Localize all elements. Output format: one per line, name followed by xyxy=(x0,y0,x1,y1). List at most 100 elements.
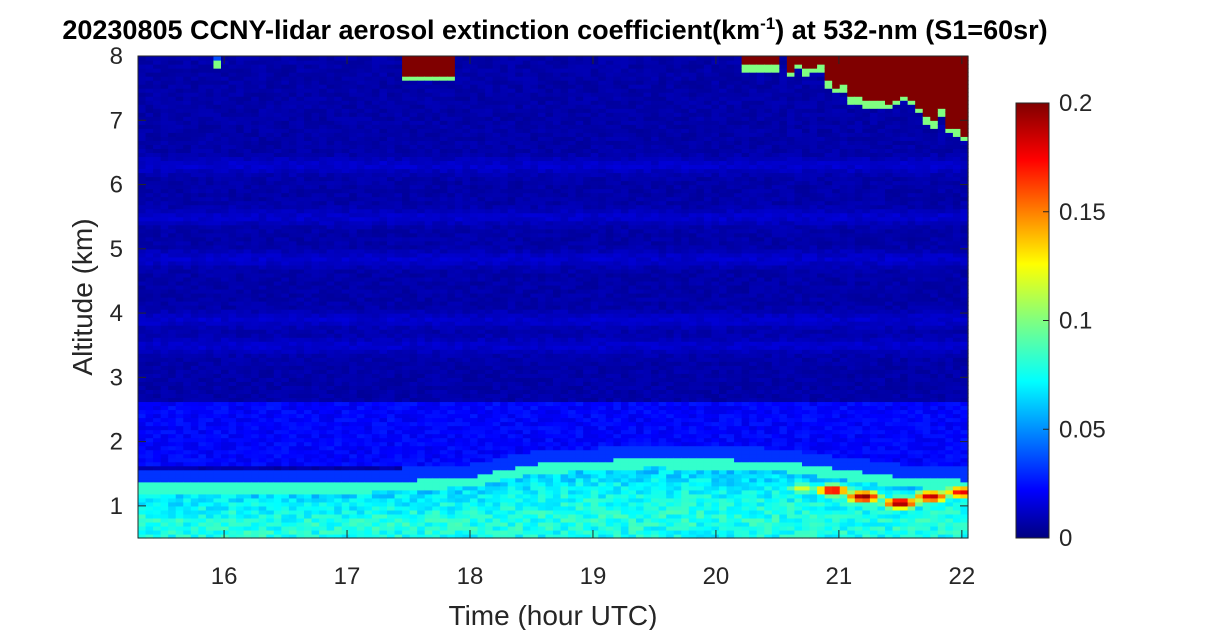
heatmap-cell xyxy=(409,345,418,350)
heatmap-cell xyxy=(198,489,207,495)
heatmap-cell xyxy=(371,437,381,443)
heatmap-cell xyxy=(334,192,343,198)
heatmap-cell xyxy=(168,248,177,254)
heatmap-cell xyxy=(319,433,328,439)
heatmap-cell xyxy=(432,112,441,117)
heatmap-cell xyxy=(296,72,305,77)
heatmap-cell xyxy=(153,373,162,378)
heatmap-cell xyxy=(236,477,245,483)
heatmap-cell xyxy=(304,377,313,382)
heatmap-cell xyxy=(424,337,433,342)
heatmap-cell xyxy=(326,521,335,527)
heatmap-cell xyxy=(266,72,275,77)
heatmap-cell xyxy=(439,188,448,194)
heatmap-cell xyxy=(334,425,343,431)
heatmap-cell xyxy=(251,248,260,254)
heatmap-cell xyxy=(334,309,343,314)
heatmap-cell xyxy=(281,369,290,374)
heatmap-cell xyxy=(160,529,169,535)
heatmap-cell xyxy=(153,305,162,310)
heatmap-cell xyxy=(138,489,147,495)
heatmap-cell xyxy=(379,196,388,202)
heatmap-cell xyxy=(326,313,335,318)
heatmap-cell xyxy=(304,64,313,69)
heatmap-cell xyxy=(138,369,147,374)
heatmap-cell xyxy=(251,321,260,326)
heatmap-cell xyxy=(311,361,320,366)
heatmap-cell xyxy=(138,453,147,459)
heatmap-cell xyxy=(311,224,320,230)
heatmap-cell xyxy=(417,100,426,105)
heatmap-cell xyxy=(213,349,222,354)
heatmap-cell xyxy=(205,317,215,322)
heatmap-cell xyxy=(198,92,207,97)
heatmap-cell xyxy=(409,56,418,61)
heatmap-cell xyxy=(266,377,275,382)
heatmap-cell xyxy=(236,529,245,535)
heatmap-cell xyxy=(213,529,222,535)
heatmap-cell xyxy=(394,497,403,503)
heatmap-cell xyxy=(371,445,381,451)
heatmap-cell xyxy=(364,224,373,230)
heatmap-cell xyxy=(258,124,267,129)
heatmap-cell xyxy=(138,212,147,218)
heatmap-cell xyxy=(266,533,275,539)
heatmap-cell xyxy=(228,321,237,326)
heatmap-cell xyxy=(402,437,411,443)
heatmap-cell xyxy=(273,337,282,342)
heatmap-cell xyxy=(145,437,154,443)
heatmap-cell xyxy=(145,497,154,503)
heatmap-cell xyxy=(190,421,199,427)
heatmap-cell xyxy=(221,248,230,254)
heatmap-cell xyxy=(221,369,230,374)
heatmap-cell xyxy=(153,437,162,443)
heatmap-cell xyxy=(251,156,260,162)
heatmap-cell xyxy=(243,401,252,407)
heatmap-cell xyxy=(273,517,282,523)
heatmap-cell xyxy=(349,232,358,238)
heatmap-cell xyxy=(311,252,320,258)
heatmap-cell xyxy=(251,505,260,511)
heatmap-cell xyxy=(281,136,290,141)
heatmap-cell xyxy=(319,228,328,234)
heatmap-cell xyxy=(138,268,147,274)
heatmap-cell xyxy=(266,297,275,302)
heatmap-cell xyxy=(168,276,177,282)
heatmap-cell xyxy=(175,461,184,467)
heatmap-cell xyxy=(371,68,381,73)
heatmap-cell xyxy=(213,501,222,507)
heatmap-cell xyxy=(228,140,237,145)
heatmap-cell xyxy=(198,220,207,226)
heatmap-cell xyxy=(258,533,267,539)
heatmap-cell xyxy=(145,104,154,109)
heatmap-cell xyxy=(160,108,169,113)
heatmap-cell xyxy=(364,325,373,330)
heatmap-cell xyxy=(319,192,328,198)
heatmap-cell xyxy=(145,297,154,302)
heatmap-cell xyxy=(432,60,441,65)
heatmap-cell xyxy=(417,441,426,447)
heatmap-cell xyxy=(364,260,373,266)
heatmap-cell xyxy=(190,76,199,81)
heatmap-cell xyxy=(356,180,365,186)
heatmap-cell xyxy=(221,533,230,539)
heatmap-cell xyxy=(326,353,335,358)
heatmap-cell xyxy=(153,128,162,133)
heatmap-cell xyxy=(251,449,260,455)
heatmap-cell xyxy=(447,461,456,467)
heatmap-cell xyxy=(311,148,320,153)
heatmap-cell xyxy=(311,353,320,358)
heatmap-cell xyxy=(379,409,388,415)
heatmap-cell xyxy=(432,493,441,499)
heatmap-cell xyxy=(236,152,245,158)
heatmap-cell xyxy=(160,341,169,346)
heatmap-cell xyxy=(379,224,388,230)
heatmap-cell xyxy=(394,124,403,129)
heatmap-cell xyxy=(439,465,448,471)
heatmap-cell xyxy=(153,529,162,535)
heatmap-cell xyxy=(183,180,192,186)
heatmap-cell xyxy=(334,220,343,226)
heatmap-cell xyxy=(138,429,147,435)
heatmap-cell xyxy=(221,433,230,439)
heatmap-cell xyxy=(153,244,162,250)
